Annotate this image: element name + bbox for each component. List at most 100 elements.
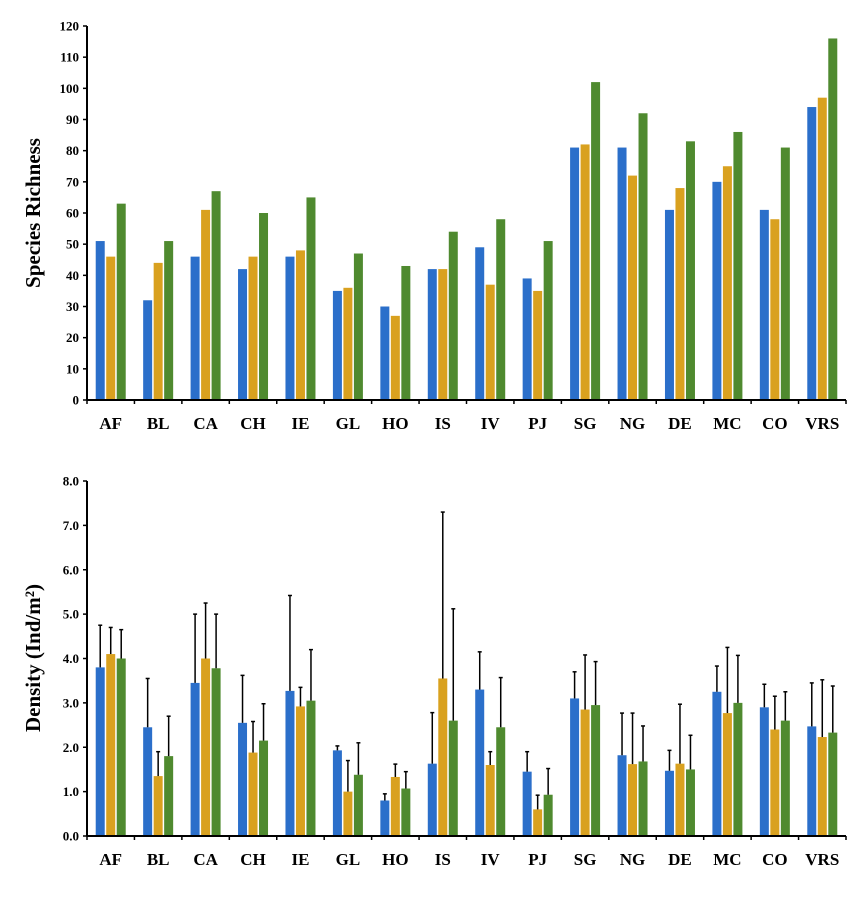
bar-ho-series2 xyxy=(390,776,400,836)
y-tick-label: 10 xyxy=(66,361,79,376)
y-tick-label: 110 xyxy=(60,50,79,65)
y-tick-label: 5.0 xyxy=(63,607,79,622)
x-tick-label: SG xyxy=(574,850,597,869)
x-tick-label: CO xyxy=(762,850,788,869)
y-tick-label: 0 xyxy=(73,393,80,408)
x-tick-label: HO xyxy=(382,850,408,869)
bar-sg-series2 xyxy=(580,709,590,836)
bar-mc-series2 xyxy=(722,166,732,400)
y-tick-label: 70 xyxy=(66,174,79,189)
bar-gl-series2 xyxy=(343,287,353,400)
bar-ng-series1 xyxy=(617,755,627,836)
bar-iv-series2 xyxy=(485,284,495,400)
bar-af-series2 xyxy=(106,256,116,400)
x-tick-label: AF xyxy=(99,414,122,433)
bar-sg-series1 xyxy=(570,147,580,400)
bar-af-series1 xyxy=(95,241,105,400)
bar-ie-series1 xyxy=(285,690,295,836)
bar-pj-series2 xyxy=(533,290,543,400)
bar-de-series3 xyxy=(685,141,695,401)
bar-mc-series3 xyxy=(733,131,743,400)
y-tick-label: 30 xyxy=(66,299,79,314)
y-axis-label: Density (Ind/m²) xyxy=(21,584,45,732)
bar-co-series2 xyxy=(770,729,780,836)
bar-sg-series2 xyxy=(580,144,590,400)
bar-sg-series3 xyxy=(591,705,601,836)
bar-de-series2 xyxy=(675,763,685,836)
bar-ho-series2 xyxy=(390,315,400,400)
bar-pj-series3 xyxy=(543,241,553,400)
bar-ie-series2 xyxy=(295,706,305,836)
x-tick-label: DE xyxy=(668,414,692,433)
bar-ca-series2 xyxy=(201,209,211,400)
x-tick-label: PJ xyxy=(528,414,547,433)
bar-bl-series2 xyxy=(153,776,163,836)
bar-de-series1 xyxy=(664,209,674,400)
y-tick-label: 120 xyxy=(60,19,80,34)
y-tick-label: 6.0 xyxy=(63,562,79,577)
x-tick-label: CH xyxy=(240,414,266,433)
bar-iv-series3 xyxy=(496,219,506,400)
bar-ca-series2 xyxy=(201,658,211,836)
x-tick-label: IS xyxy=(435,850,451,869)
x-tick-label: IS xyxy=(435,414,451,433)
bar-ho-series1 xyxy=(380,800,390,836)
bar-gl-series1 xyxy=(332,290,342,400)
bar-ch-series3 xyxy=(259,213,269,400)
x-tick-label: CH xyxy=(240,850,266,869)
bar-ng-series3 xyxy=(638,113,648,401)
bar-de-series1 xyxy=(664,770,674,836)
x-tick-label: AF xyxy=(99,850,122,869)
x-tick-label: NG xyxy=(620,850,646,869)
x-tick-label: IE xyxy=(291,414,309,433)
bar-gl-series1 xyxy=(332,750,342,836)
x-tick-label: SG xyxy=(574,414,597,433)
bar-is-series2 xyxy=(438,678,448,836)
x-tick-label: CA xyxy=(193,414,218,433)
y-axis-label: Species Richness xyxy=(21,138,45,288)
bar-iv-series2 xyxy=(485,765,495,836)
bar-vrs-series3 xyxy=(828,732,838,836)
bar-is-series2 xyxy=(438,269,448,400)
y-tick-label: 60 xyxy=(66,206,79,221)
y-tick-label: 4.0 xyxy=(63,651,79,666)
bar-is-series1 xyxy=(427,269,437,400)
y-tick-label: 8.0 xyxy=(63,474,79,489)
bar-gl-series2 xyxy=(343,791,353,836)
x-tick-label: BL xyxy=(147,414,170,433)
bar-vrs-series2 xyxy=(817,97,827,400)
bar-pj-series1 xyxy=(522,278,532,400)
bar-is-series3 xyxy=(448,231,458,400)
bar-de-series3 xyxy=(685,769,695,836)
bar-af-series1 xyxy=(95,667,105,836)
x-tick-label: BL xyxy=(147,850,170,869)
y-tick-label: 20 xyxy=(66,330,79,345)
bar-gl-series3 xyxy=(353,774,363,836)
x-tick-label: CA xyxy=(193,850,218,869)
bar-iv-series3 xyxy=(496,727,506,836)
bar-iv-series1 xyxy=(475,247,485,400)
x-tick-label: DE xyxy=(668,850,692,869)
x-tick-label: MC xyxy=(713,414,741,433)
bar-pj-series3 xyxy=(543,794,553,836)
bar-bl-series1 xyxy=(143,300,153,400)
bar-ch-series2 xyxy=(248,752,258,836)
bar-ch-series1 xyxy=(238,269,248,400)
bar-ch-series2 xyxy=(248,256,258,400)
x-tick-label: GL xyxy=(336,414,361,433)
bar-ie-series3 xyxy=(306,700,316,836)
y-tick-label: 90 xyxy=(66,112,79,127)
bar-ch-series3 xyxy=(259,740,269,836)
x-tick-label: CO xyxy=(762,414,788,433)
y-tick-label: 2.0 xyxy=(63,740,79,755)
x-tick-label: IV xyxy=(481,414,501,433)
x-tick-label: HO xyxy=(382,414,408,433)
y-tick-label: 100 xyxy=(60,81,80,96)
bar-gl-series3 xyxy=(353,253,363,400)
bar-ca-series3 xyxy=(211,191,221,400)
chart-panel-1: 0 10 20 30 40 50 60 70 80 90 100 110 120 AF BL CA CH IE GL… xyxy=(21,19,847,433)
bar-iv-series1 xyxy=(475,689,485,836)
bar-ie-series3 xyxy=(306,197,316,400)
x-tick-label: IE xyxy=(291,850,309,869)
